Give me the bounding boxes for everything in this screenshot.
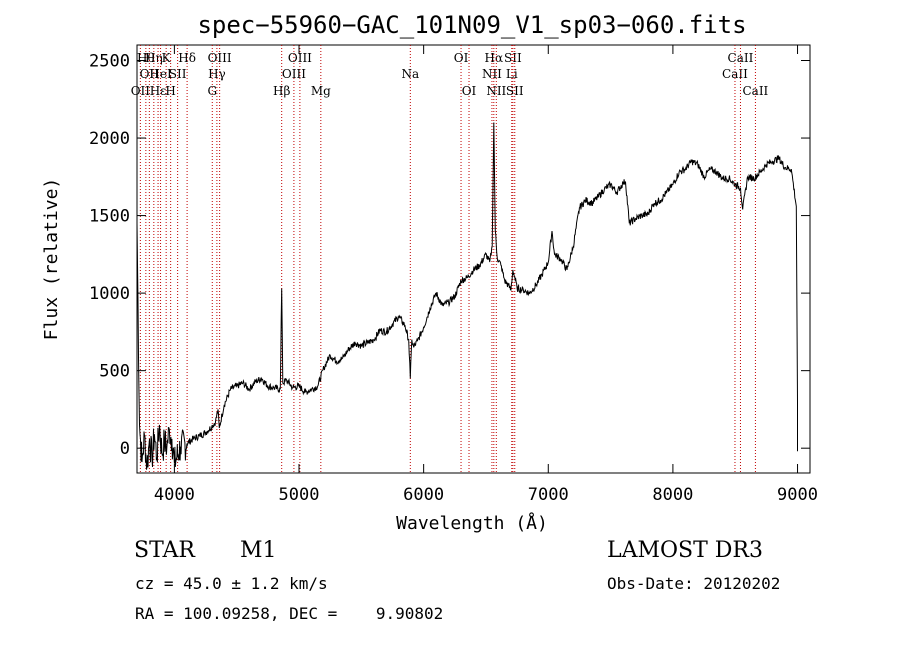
- spectral-line-label: OII: [140, 67, 160, 81]
- x-tick-label: 8000: [652, 485, 693, 505]
- spectral-line-label: Hη: [145, 51, 163, 65]
- y-tick-label: 1500: [89, 207, 130, 227]
- spectral-line-label: OIII: [208, 51, 232, 65]
- observation-date: Obs-Date: 20120202: [607, 574, 781, 593]
- object-subclass: M1: [240, 538, 277, 563]
- y-tick-label: 500: [99, 362, 130, 382]
- spectral-line-label: Na: [401, 67, 419, 81]
- y-axis-label: Flux (relative): [41, 178, 62, 341]
- spectral-line-label: Hβ: [273, 84, 290, 98]
- ra-dec-coordinates: RA = 100.09258, DEC = 9.90802: [135, 604, 444, 623]
- plot-frame: [136, 44, 811, 474]
- spectral-line-label: Hθ: [137, 51, 155, 65]
- spectral-line-label: NII: [482, 67, 502, 81]
- x-tick-label: 4000: [154, 485, 195, 505]
- spectral-line-label: CaII: [742, 84, 768, 98]
- redshift-cz: cz = 45.0 ± 1.2 km/s: [135, 574, 328, 593]
- y-tick-label: 2000: [89, 129, 130, 149]
- chart-title: spec−55960−GAC_101N09_V1_sp03−060.fits: [197, 11, 746, 39]
- x-tick-label: 7000: [528, 485, 569, 505]
- y-tick-label: 2500: [89, 52, 130, 72]
- spectral-line-label: H: [165, 84, 175, 98]
- x-tick-label: 6000: [403, 485, 444, 505]
- object-class: STAR: [134, 538, 195, 563]
- x-axis-label: Wavelength (Å): [396, 512, 548, 534]
- spectral-line-label: CaII: [728, 51, 754, 65]
- spectral-line-label: NII: [486, 84, 506, 98]
- spectral-line-label: OI: [454, 51, 469, 65]
- x-tick-label: 5000: [279, 485, 320, 505]
- spectral-line-label: OIII: [288, 51, 312, 65]
- spectral-line-label: Hδ: [178, 51, 196, 65]
- spectral-line-label: G: [207, 84, 217, 98]
- spectral-line-label: Mg: [311, 84, 331, 98]
- line-markers: OII Hθ OII Hη Hε HeI K H SII Hδ G Hγ OIII Hβ OIII OIII M…: [131, 45, 769, 473]
- spectral-line-label: HeI: [149, 67, 172, 81]
- spectral-line-label: OI: [462, 84, 477, 98]
- spectral-line-label: OII: [131, 84, 151, 98]
- survey-name: LAMOST DR3: [607, 538, 763, 563]
- spectral-line-label: Li: [506, 67, 518, 81]
- spectral-line-label: Hγ: [208, 67, 226, 81]
- x-tick-label: 9000: [777, 485, 818, 505]
- spectral-line-label: CaII: [722, 67, 748, 81]
- flux-series-line: [136, 122, 798, 470]
- spectral-line-label: SII: [506, 84, 524, 98]
- y-tick-label: 0: [120, 439, 130, 459]
- y-tick-label: 1000: [89, 284, 130, 304]
- spectral-line-label: K: [162, 51, 172, 65]
- spectral-line-label: OIII: [282, 67, 306, 81]
- axis-ticks: 4000 5000 6000 7000 8000 9000 0 500 1000 1500 2000…: [89, 45, 818, 505]
- spectral-line-label: Hα: [485, 51, 504, 65]
- spectral-line-label: Hε: [150, 84, 167, 98]
- spectral-line-label: SII: [169, 67, 187, 81]
- spectral-line-label: SII: [504, 51, 522, 65]
